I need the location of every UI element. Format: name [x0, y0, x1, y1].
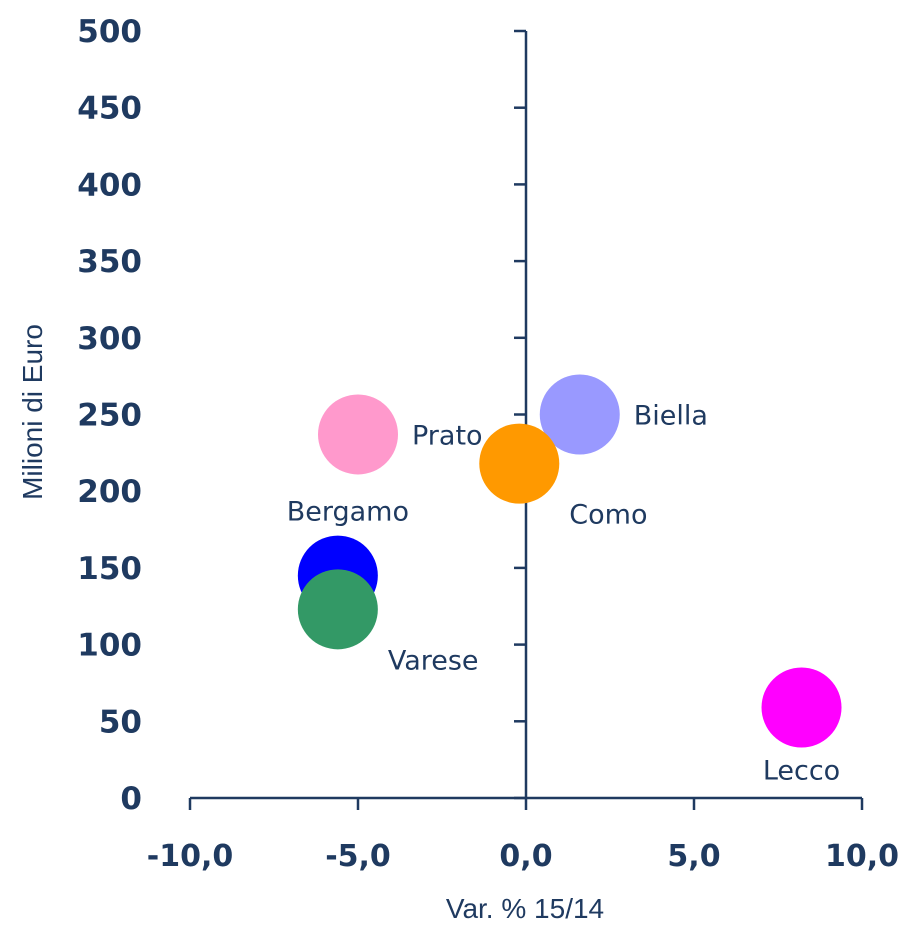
x-tick-label: 0,0: [499, 839, 552, 874]
point-label-como: Como: [569, 500, 647, 531]
point-lecco: [761, 667, 842, 748]
y-tick-label: 100: [77, 628, 142, 664]
point-prato: [318, 394, 398, 475]
y-axis-title: Milioni di Euro: [17, 324, 48, 500]
point-varese: [297, 569, 378, 650]
y-tick-label: 250: [77, 398, 142, 434]
x-tick-label: 10,0: [825, 839, 899, 874]
y-tick-label: 500: [77, 14, 142, 50]
y-tick-label: 450: [77, 91, 142, 127]
y-tick-label: 200: [77, 474, 142, 510]
x-tick-label: -10,0: [147, 839, 233, 874]
y-tick-label: 50: [99, 704, 142, 740]
y-tick-label: 350: [77, 244, 142, 280]
y-tick-label: 400: [77, 167, 142, 203]
x-tick-label: -5,0: [325, 839, 391, 874]
point-como: [479, 423, 560, 504]
data-points: [297, 374, 842, 748]
point-label-lecco: Lecco: [763, 755, 840, 786]
point-label-biella: Biella: [634, 401, 708, 432]
y-tick-label: 300: [77, 321, 142, 357]
axes: -10,0 -5,0 0,0 5,0 10,0 0 50 100 150 200 250 300 350…: [77, 14, 899, 874]
x-axis-title: Var. % 15/14: [446, 893, 604, 924]
point-label-bergamo: Bergamo: [287, 497, 409, 528]
y-tick-label: 0: [120, 781, 142, 817]
y-tick-label: 150: [77, 551, 142, 587]
x-tick-label: 5,0: [667, 839, 720, 874]
point-label-varese: Varese: [388, 645, 479, 676]
point-labels: Biella Prato Como Bergamo Varese Lecco: [287, 401, 841, 787]
point-label-prato: Prato: [412, 420, 483, 451]
point-biella: [539, 374, 620, 455]
